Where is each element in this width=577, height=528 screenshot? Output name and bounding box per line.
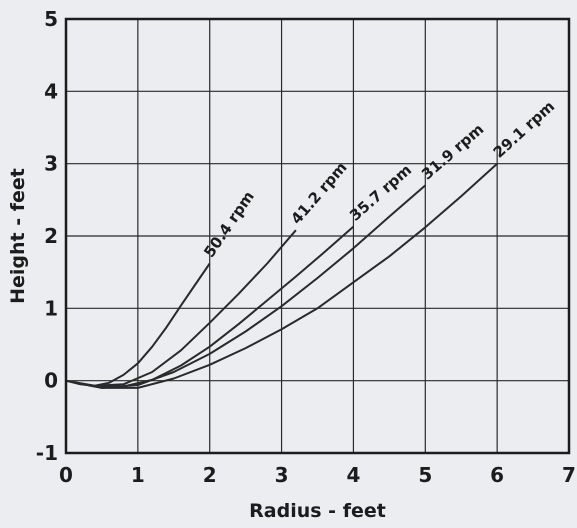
y-tick-label: -1: [36, 441, 58, 465]
grid: [65, 18, 570, 454]
series-label-4: 31.9 rpm: [418, 120, 487, 183]
x-axis-title: Radius - feet: [249, 500, 386, 522]
y-tick-label: 0: [44, 369, 58, 393]
x-tick-label: 1: [131, 463, 145, 487]
series-lines: [65, 162, 498, 389]
series-label-5: 29.1 rpm: [490, 97, 558, 161]
y-tick-label: 3: [44, 152, 58, 176]
series-label-2: 41.2 rpm: [287, 158, 350, 227]
x-tick-label: 2: [203, 463, 217, 487]
plot-frame: [64, 17, 571, 455]
y-tick-label: 1: [44, 296, 58, 320]
y-tick-label: 2: [44, 224, 58, 248]
y-tick-label: 5: [44, 7, 58, 31]
series-line-5: [65, 162, 498, 389]
y-axis-title: Height - feet: [7, 168, 29, 304]
series-line-2: [65, 229, 297, 387]
x-tick-label: 7: [562, 463, 576, 487]
y-tick-label: 4: [44, 79, 58, 103]
x-tick-label: 5: [418, 463, 432, 487]
x-tick-label: 0: [59, 463, 73, 487]
series-label-1: 50.4 rpm: [200, 188, 258, 261]
series-label-3: 35.7 rpm: [346, 161, 415, 225]
x-tick-label: 4: [346, 463, 360, 487]
x-tick-label: 3: [275, 463, 289, 487]
series-line-4: [65, 184, 426, 389]
x-tick-label: 6: [490, 463, 504, 487]
